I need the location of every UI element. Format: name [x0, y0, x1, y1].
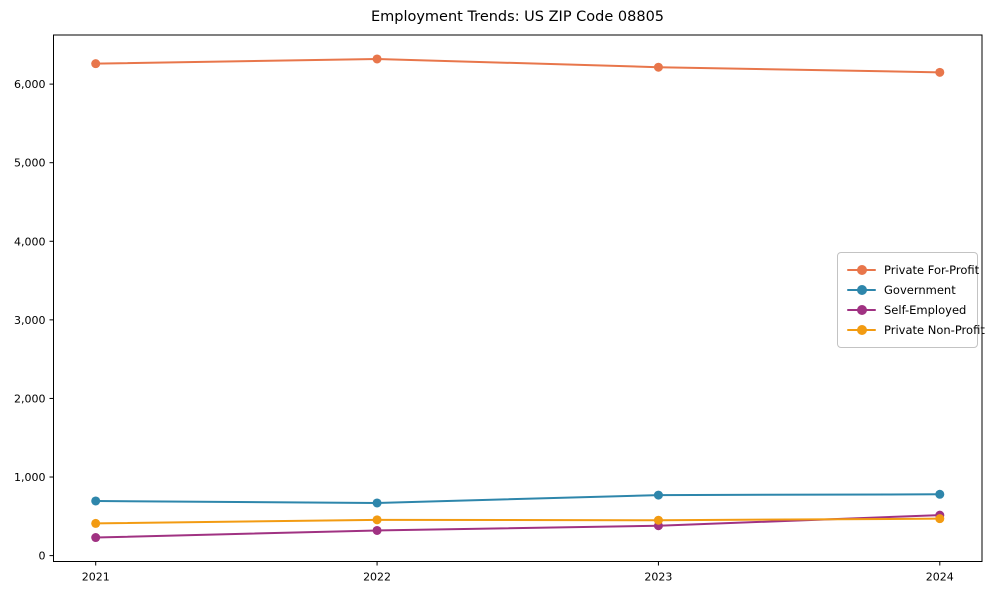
legend-dot-marker: [856, 265, 867, 275]
legend-dot-marker: [856, 325, 867, 335]
data-point-private-for-profit-2022: [372, 54, 382, 64]
y-tick-label: 6,000: [14, 78, 46, 91]
series-line-private-non-profit: [94, 517, 941, 525]
series-line-private-for-profit: [94, 57, 941, 74]
y-tick-label: 0: [39, 550, 46, 563]
data-point-private-for-profit-2024: [935, 67, 945, 77]
data-point-government-2024: [935, 489, 945, 499]
legend-line-marker: [847, 325, 876, 335]
x-tick-label: 2024: [926, 571, 954, 584]
y-tick-label: 2,000: [14, 392, 46, 405]
legend-dot-marker: [856, 305, 867, 315]
x-tick-label: 2022: [363, 571, 391, 584]
data-point-government-2023: [653, 490, 663, 500]
legend-label: Private For-Profit: [884, 263, 980, 277]
legend-item-private-non-profit: Private Non-Profit: [847, 320, 985, 340]
legend-line-marker: [847, 285, 876, 295]
y-tick-label: 3,000: [14, 314, 46, 327]
data-point-government-2021: [91, 496, 101, 506]
data-point-government-2022: [372, 498, 382, 508]
legend-line-marker: [847, 265, 876, 275]
data-point-private-for-profit-2023: [653, 62, 663, 72]
legend-item-self-employed: Self-Employed: [847, 300, 968, 320]
legend-item-private-for-profit: Private For-Profit: [847, 260, 979, 280]
legend-dot-marker: [856, 285, 867, 295]
x-tick-label: 2023: [644, 571, 672, 584]
axes-box: [53, 34, 983, 562]
legend-box: Private For-Profit Government Self-Emplo…: [837, 252, 985, 348]
legend-label: Government: [884, 283, 956, 297]
legend-label: Self-Employed: [884, 303, 967, 317]
data-point-private-non-profit-2021: [91, 518, 101, 528]
data-point-private-non-profit-2023: [653, 515, 663, 525]
legend-item-government: Government: [847, 280, 968, 300]
series-line-government: [94, 493, 941, 504]
data-point-private-for-profit-2021: [91, 59, 101, 69]
chart-title: Employment Trends: US ZIP Code 08805: [370, 9, 665, 25]
data-point-private-non-profit-2024: [935, 514, 945, 524]
legend-label: Private Non-Profit: [884, 323, 985, 337]
x-tick-label: 2021: [82, 571, 110, 584]
data-point-private-non-profit-2022: [372, 515, 382, 525]
data-point-self-employed-2021: [91, 533, 101, 543]
data-point-self-employed-2022: [372, 525, 382, 535]
y-tick-label: 5,000: [14, 157, 46, 170]
y-tick-label: 1,000: [14, 471, 46, 484]
y-tick-label: 4,000: [14, 235, 46, 248]
legend-line-marker: [847, 305, 876, 315]
